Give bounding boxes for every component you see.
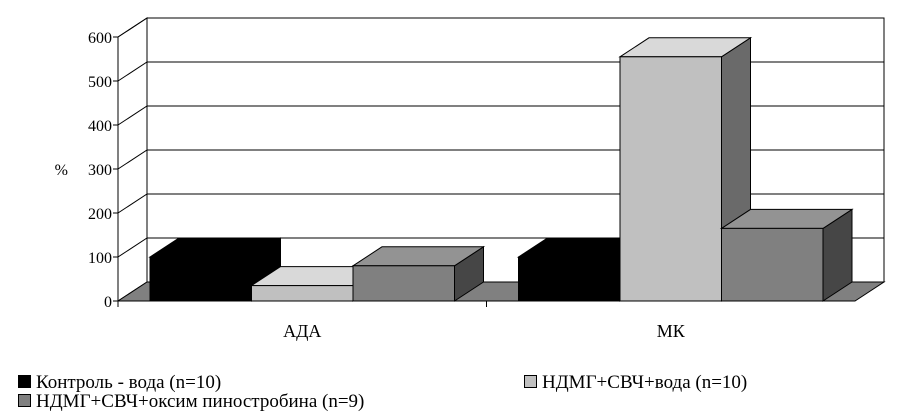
bar-front [619,56,722,302]
axis-labels: % 0 100 200 300 400 500 600 АДА МК [55,30,686,341]
legend-swatch-control [18,375,31,388]
y-tick-label: 400 [88,118,112,135]
y-tick-label: 200 [88,206,112,223]
x-tick-label: АДА [283,321,321,341]
bar [719,208,854,302]
y-tick-label: 100 [88,250,112,267]
bar-front [721,227,824,302]
bar-front [251,285,354,302]
bar-front [518,256,621,302]
y-tick-label: 0 [104,294,112,311]
legend-label-water: НДМГ+СВЧ+вода (n=10) [542,372,748,393]
gridline [117,17,884,38]
bar [148,237,283,302]
y-tick-label: 600 [88,30,112,47]
legend-swatch-oxime [18,394,31,407]
x-tick-label: МК [657,321,686,341]
legend-swatch-water [524,375,537,388]
bar-front [352,265,455,302]
legend-item-control: Контроль - вода (n=10) [18,372,221,394]
legend-label-oxime: НДМГ+СВЧ+оксим пиностробина (n=9) [36,391,365,412]
bars [148,36,854,302]
y-tick-label: 500 [88,74,112,91]
legend-item-oxime: НДМГ+СВЧ+оксим пиностробина (n=9) [18,391,364,413]
y-tick-label: 300 [88,162,112,179]
legend-label-control: Контроль - вода (n=10) [36,372,222,393]
y-axis-label: % [55,162,68,179]
legend-item-water: НДМГ+СВЧ+вода (n=10) [524,372,747,394]
bar [351,245,486,302]
bar-front [149,256,252,302]
